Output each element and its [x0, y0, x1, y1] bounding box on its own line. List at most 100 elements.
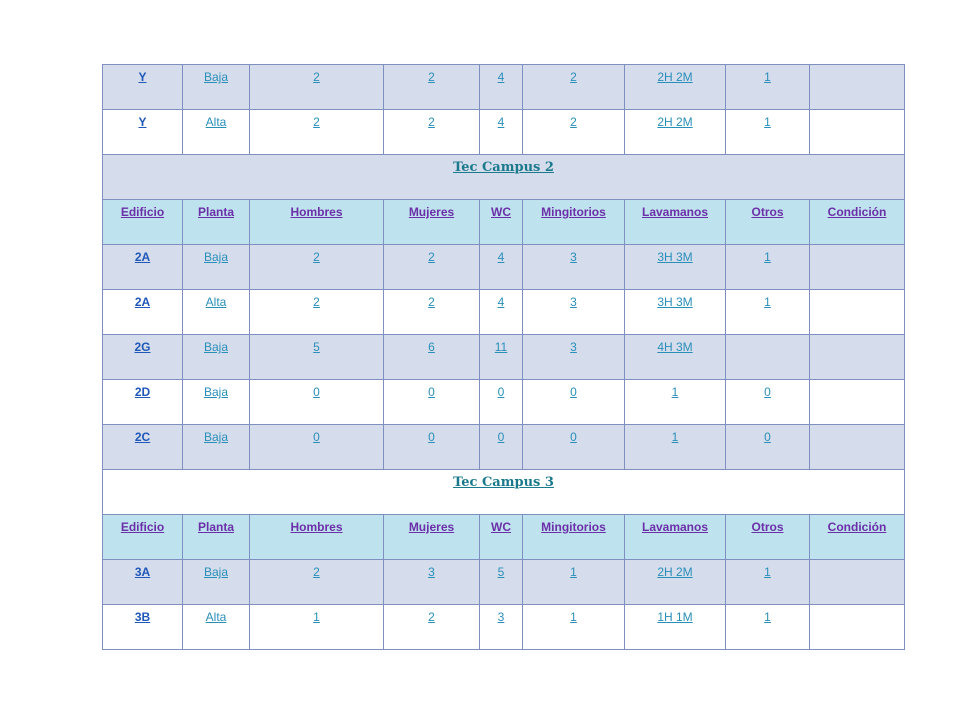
- mingitorios-link[interactable]: 0: [570, 385, 577, 399]
- column-header-link[interactable]: Condición: [827, 205, 887, 219]
- mingitorios-link[interactable]: 2: [570, 70, 577, 84]
- column-header-link[interactable]: WC: [491, 520, 511, 534]
- mingitorios-link[interactable]: 2: [570, 115, 577, 129]
- mujeres-link[interactable]: 2: [428, 295, 435, 309]
- edificio-link[interactable]: 2G: [134, 340, 151, 354]
- otros-link[interactable]: 1: [764, 610, 771, 624]
- mujeres-link[interactable]: 0: [428, 430, 435, 444]
- mujeres-link[interactable]: 2: [428, 115, 435, 129]
- table-cell-hombres: 0: [249, 424, 384, 470]
- edificio-link[interactable]: 2D: [134, 385, 151, 399]
- wc-link[interactable]: 4: [497, 295, 505, 309]
- mingitorios-link[interactable]: 0: [570, 430, 577, 444]
- hombres-link[interactable]: 5: [313, 340, 320, 354]
- otros-link[interactable]: 1: [764, 250, 771, 264]
- planta-link[interactable]: Baja: [203, 70, 229, 84]
- table-cell-lavamanos: 3H 3M: [624, 244, 726, 290]
- hombres-link[interactable]: 2: [313, 250, 320, 264]
- planta-link[interactable]: Alta: [205, 295, 227, 309]
- lavamanos-link[interactable]: 3H 3M: [657, 250, 693, 264]
- edificio-link[interactable]: 2A: [134, 295, 151, 309]
- lavamanos-link[interactable]: 2H 2M: [657, 70, 693, 84]
- mingitorios-link[interactable]: 1: [570, 610, 577, 624]
- table-cell-condicion: [809, 244, 905, 290]
- lavamanos-link[interactable]: 1: [671, 385, 679, 399]
- wc-link[interactable]: 4: [497, 250, 505, 264]
- otros-link[interactable]: 0: [764, 430, 771, 444]
- column-header-link[interactable]: Mujeres: [408, 520, 455, 534]
- hombres-link[interactable]: 1: [313, 610, 320, 624]
- mujeres-link[interactable]: 0: [428, 385, 435, 399]
- column-header-link[interactable]: Mujeres: [408, 205, 455, 219]
- lavamanos-link[interactable]: 2H 2M: [657, 565, 693, 579]
- column-header-link[interactable]: Hombres: [290, 205, 343, 219]
- wc-link[interactable]: 3: [497, 610, 505, 624]
- column-header-link[interactable]: Lavamanos: [641, 205, 709, 219]
- wc-link[interactable]: 5: [497, 565, 505, 579]
- planta-link[interactable]: Alta: [205, 610, 227, 624]
- mujeres-link[interactable]: 3: [428, 565, 435, 579]
- lavamanos-link[interactable]: 4H 3M: [657, 340, 693, 354]
- hombres-link[interactable]: 2: [313, 70, 320, 84]
- edificio-link[interactable]: Y: [138, 70, 147, 84]
- hombres-link[interactable]: 2: [313, 115, 320, 129]
- wc-link[interactable]: 4: [497, 115, 505, 129]
- otros-link[interactable]: 1: [764, 115, 771, 129]
- planta-link[interactable]: Alta: [205, 115, 227, 129]
- edificio-link[interactable]: 3A: [134, 565, 151, 579]
- column-header-link[interactable]: WC: [491, 205, 511, 219]
- lavamanos-link[interactable]: 2H 2M: [657, 115, 693, 129]
- edificio-link[interactable]: 3B: [134, 610, 151, 624]
- column-header-link[interactable]: Mingitorios: [541, 205, 606, 219]
- mujeres-link[interactable]: 2: [428, 250, 435, 264]
- wc-link[interactable]: 4: [497, 70, 505, 84]
- mujeres-link[interactable]: 6: [428, 340, 435, 354]
- planta-link[interactable]: Baja: [203, 565, 229, 579]
- wc-link[interactable]: 11: [494, 340, 508, 354]
- otros-link[interactable]: 1: [764, 565, 771, 579]
- planta-link[interactable]: Baja: [203, 430, 229, 444]
- section3-title-link[interactable]: Tec Campus 3: [453, 475, 554, 490]
- lavamanos-link[interactable]: 3H 3M: [657, 295, 693, 309]
- hombres-link[interactable]: 0: [313, 385, 320, 399]
- table-cell-mujeres: 6: [383, 334, 480, 380]
- planta-link[interactable]: Baja: [203, 340, 229, 354]
- column-header-link[interactable]: Mingitorios: [541, 520, 606, 534]
- hombres-link[interactable]: 2: [313, 565, 320, 579]
- planta-link[interactable]: Baja: [203, 385, 229, 399]
- otros-link[interactable]: 0: [764, 385, 771, 399]
- column-header-link[interactable]: Edificio: [120, 205, 165, 219]
- section2-title-link[interactable]: Tec Campus 2: [453, 160, 554, 175]
- column-header-hombres: Hombres: [249, 514, 384, 560]
- column-header-link[interactable]: Planta: [197, 520, 234, 534]
- otros-link[interactable]: 1: [764, 70, 771, 84]
- mujeres-link[interactable]: 2: [428, 70, 435, 84]
- table-cell-wc: 4: [479, 289, 523, 335]
- column-header-link[interactable]: Otros: [751, 520, 784, 534]
- mingitorios-link[interactable]: 3: [570, 340, 577, 354]
- edificio-link[interactable]: 2C: [134, 430, 151, 444]
- mujeres-link[interactable]: 2: [428, 610, 435, 624]
- column-header-link[interactable]: Lavamanos: [641, 520, 709, 534]
- wc-link[interactable]: 0: [497, 430, 505, 444]
- table-cell-edificio: 2G: [102, 334, 183, 380]
- mingitorios-link[interactable]: 3: [570, 295, 577, 309]
- lavamanos-link[interactable]: 1: [671, 430, 679, 444]
- planta-link[interactable]: Baja: [203, 250, 229, 264]
- column-header-link[interactable]: Edificio: [120, 520, 165, 534]
- wc-link[interactable]: 0: [497, 385, 505, 399]
- hombres-link[interactable]: 0: [313, 430, 320, 444]
- column-header-link[interactable]: Condición: [827, 520, 887, 534]
- column-header-link[interactable]: Hombres: [290, 520, 343, 534]
- hombres-link[interactable]: 2: [313, 295, 320, 309]
- otros-link[interactable]: 1: [764, 295, 771, 309]
- edificio-link[interactable]: 2A: [134, 250, 151, 264]
- edificio-link[interactable]: Y: [138, 115, 147, 129]
- table-cell-mujeres: 2: [383, 64, 480, 110]
- mingitorios-link[interactable]: 1: [570, 565, 577, 579]
- mingitorios-link[interactable]: 3: [570, 250, 577, 264]
- column-header-link[interactable]: Planta: [197, 205, 234, 219]
- lavamanos-link[interactable]: 1H 1M: [657, 610, 693, 624]
- column-header-link[interactable]: Otros: [751, 205, 784, 219]
- table-cell-planta: Baja: [182, 244, 250, 290]
